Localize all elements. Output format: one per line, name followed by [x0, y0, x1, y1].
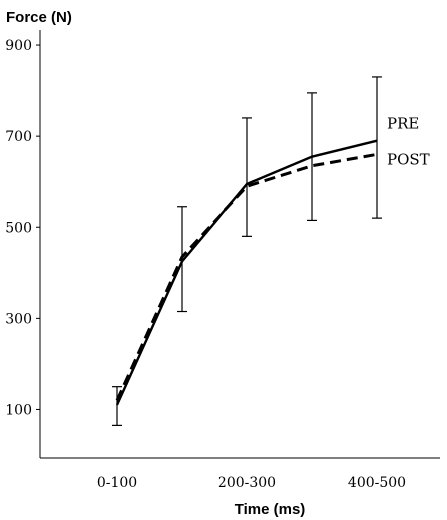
- series-label-post: POST: [387, 150, 430, 168]
- x-tick-label: 200-300: [218, 475, 276, 491]
- series-labels: PRE POST: [387, 115, 430, 169]
- x-tick-label: 400-500: [348, 475, 406, 491]
- axes: [39, 30, 440, 459]
- y-tick-label: 700: [5, 129, 32, 145]
- series-label-pre: PRE: [387, 115, 419, 133]
- y-tick-label: 900: [5, 38, 32, 54]
- series-lines: [115, 139, 378, 406]
- y-tick-label: 100: [5, 402, 32, 418]
- x-tick-label: 0-100: [97, 475, 137, 491]
- x-axis-title: Time (ms): [235, 501, 306, 518]
- error-bars: [112, 76, 382, 426]
- y-axis-title: Force (N): [6, 9, 72, 26]
- ticks: 100 300 500 700 900 0-100 200-300 400-500: [5, 38, 406, 491]
- series-line-post: [115, 152, 378, 401]
- y-tick-label: 500: [5, 220, 32, 236]
- y-tick-label: 300: [5, 311, 32, 327]
- series-line-pre: [115, 139, 378, 406]
